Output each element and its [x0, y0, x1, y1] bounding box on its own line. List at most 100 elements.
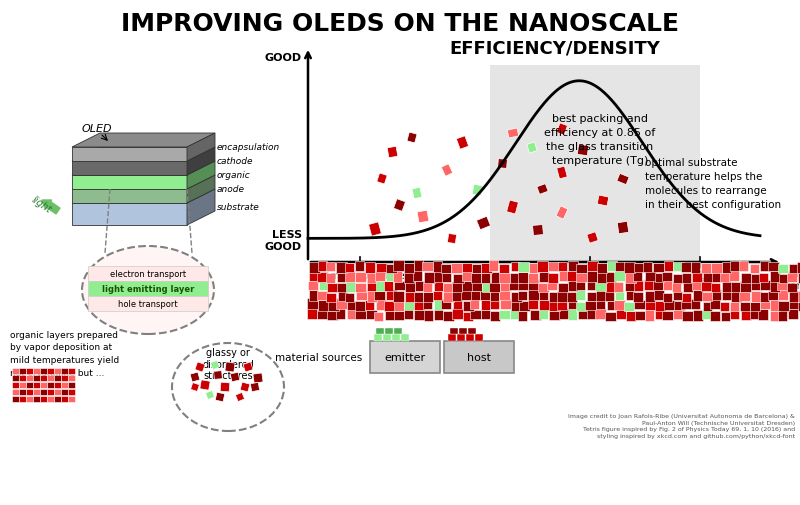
Bar [624, 303, 634, 312]
Bar [214, 371, 222, 380]
Ellipse shape [82, 246, 214, 334]
Bar [457, 334, 465, 341]
Bar [576, 273, 586, 282]
Bar [683, 283, 694, 292]
Bar [615, 289, 624, 300]
Bar [355, 272, 366, 282]
Bar [539, 272, 550, 282]
Bar [12, 375, 18, 381]
Bar [722, 282, 732, 292]
Bar [617, 174, 629, 185]
Bar [701, 264, 710, 274]
Bar [576, 265, 586, 274]
Bar [414, 311, 425, 320]
Bar [730, 262, 741, 272]
Bar [654, 290, 663, 300]
Bar [614, 271, 626, 281]
Bar [789, 301, 800, 310]
Bar [88, 296, 208, 312]
Bar [47, 389, 54, 395]
Bar [434, 271, 444, 282]
Bar [480, 290, 490, 300]
Bar [507, 129, 518, 139]
Bar [355, 309, 366, 319]
Text: anode: anode [217, 185, 245, 194]
Bar [615, 263, 626, 272]
Bar [692, 281, 701, 290]
Bar [616, 310, 626, 319]
Bar [401, 334, 409, 341]
Bar [472, 265, 482, 274]
Bar [740, 303, 750, 312]
Bar [789, 291, 800, 302]
Bar [346, 271, 355, 282]
Bar [490, 291, 499, 301]
Bar [576, 281, 585, 290]
Bar [605, 313, 615, 321]
Bar [405, 282, 415, 292]
Bar [595, 309, 606, 319]
Bar [557, 167, 567, 179]
Bar [499, 273, 510, 283]
Bar [54, 382, 61, 388]
Bar [490, 312, 501, 321]
Bar [253, 373, 263, 383]
Bar [19, 375, 26, 381]
Text: substrate: substrate [217, 203, 260, 212]
Bar [510, 310, 518, 319]
Bar [691, 300, 700, 310]
Bar [376, 264, 387, 273]
Bar [682, 263, 691, 273]
Bar [327, 312, 338, 320]
Polygon shape [72, 176, 215, 189]
Bar [442, 300, 451, 310]
Bar [779, 274, 789, 283]
Bar [674, 302, 685, 311]
Bar [47, 368, 54, 374]
Bar [750, 282, 759, 290]
Bar [760, 262, 770, 272]
Text: optimal substrate
temperature helps the
molecules to rearrange
in their best con: optimal substrate temperature helps the … [645, 158, 781, 210]
Bar [702, 303, 712, 312]
Bar [26, 368, 33, 374]
Bar [443, 284, 453, 292]
Bar [741, 273, 751, 283]
Bar [417, 211, 429, 223]
Bar [481, 311, 490, 319]
Bar [206, 391, 214, 399]
Bar [309, 272, 319, 281]
Bar [374, 291, 386, 300]
Bar [461, 289, 472, 300]
Bar [404, 264, 414, 274]
Bar [490, 261, 498, 272]
Bar [392, 334, 400, 341]
Bar [533, 225, 543, 236]
Bar [510, 301, 522, 312]
Bar [731, 283, 741, 292]
Bar [654, 310, 663, 319]
Bar [654, 302, 666, 312]
Bar [376, 282, 387, 291]
Bar [518, 263, 530, 273]
Bar [770, 271, 780, 282]
Bar [250, 383, 260, 392]
Bar [529, 264, 539, 274]
Text: host: host [467, 352, 491, 362]
Polygon shape [72, 189, 187, 204]
Bar [462, 302, 474, 312]
Bar [19, 389, 26, 395]
Bar [539, 301, 550, 311]
Bar [318, 281, 328, 290]
Bar [568, 310, 578, 320]
Bar [240, 382, 250, 392]
Bar [405, 292, 416, 302]
Bar [355, 262, 364, 272]
Bar [443, 312, 454, 321]
Bar [692, 272, 702, 282]
Bar [548, 273, 558, 283]
Bar [673, 291, 682, 300]
Bar [759, 273, 768, 282]
Bar [376, 328, 384, 334]
Bar [337, 284, 348, 292]
Bar [789, 265, 798, 274]
